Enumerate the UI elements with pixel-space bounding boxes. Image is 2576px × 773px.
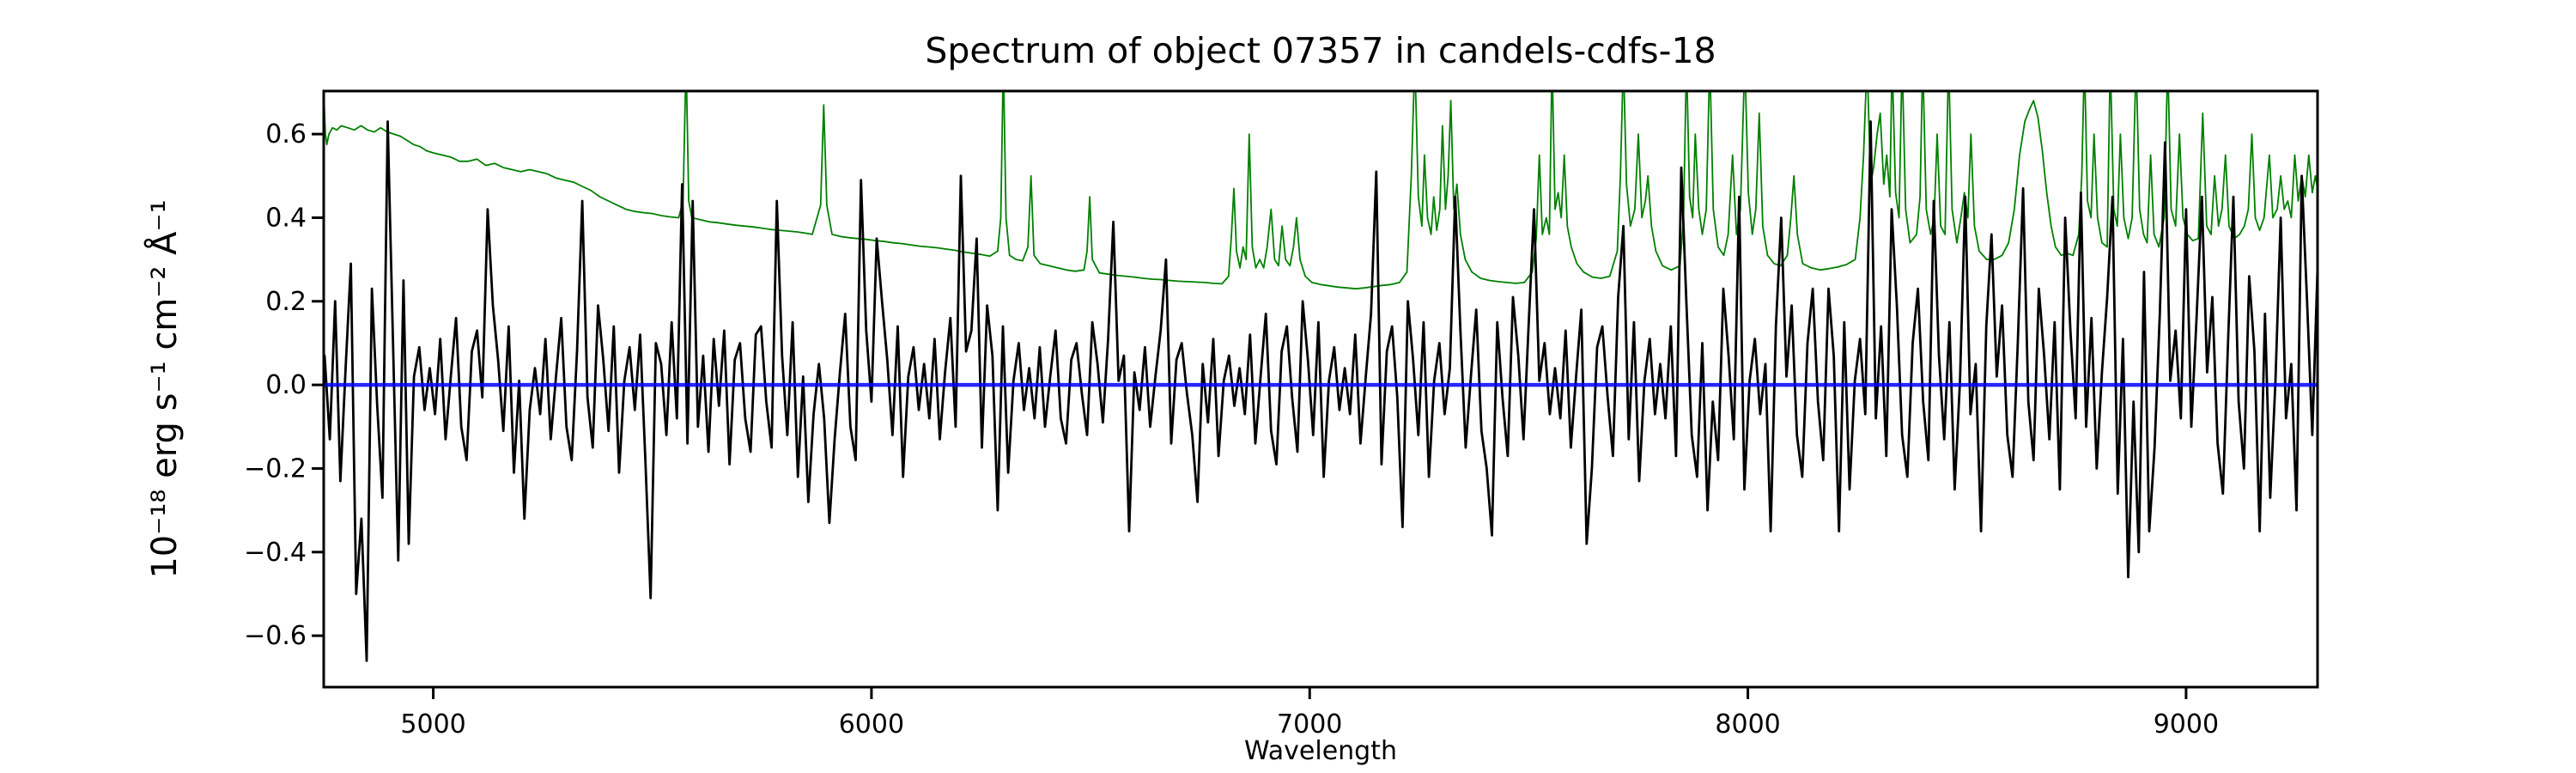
y-tick-label: 0.6 [265,119,307,149]
x-tick-label: 7000 [1277,709,1342,740]
y-tick-label: −0.6 [244,621,307,651]
noise-spectrum-line [325,92,2317,290]
x-axis-label: Wavelength [1244,736,1397,766]
y-axis-label: 10⁻¹⁸ erg s⁻¹ cm⁻² Å⁻¹ [143,199,185,578]
x-tick-label: 9000 [2154,709,2219,740]
y-tick-label: 0.4 [265,203,307,233]
x-tick-label: 5000 [400,709,465,740]
y-tick-label: −0.2 [244,453,307,484]
y-axis-ticks: 0.6 0.4 0.2 0.0 −0.2 −0.4 −0.6 [244,119,324,651]
y-tick-label: −0.4 [244,538,307,568]
x-tick-label: 8000 [1715,709,1780,740]
x-tick-label: 6000 [839,709,904,740]
y-tick-label: 0.2 [265,287,307,317]
plot-title: Spectrum of object 07357 in candels-cdfs… [925,30,1716,71]
flux-spectrum-line [325,120,2317,662]
plot-frame [322,89,2319,689]
x-axis-ticks: 5000 6000 7000 8000 9000 [400,687,2219,740]
data-layer [325,92,2317,662]
y-tick-label: 0.0 [265,370,307,400]
